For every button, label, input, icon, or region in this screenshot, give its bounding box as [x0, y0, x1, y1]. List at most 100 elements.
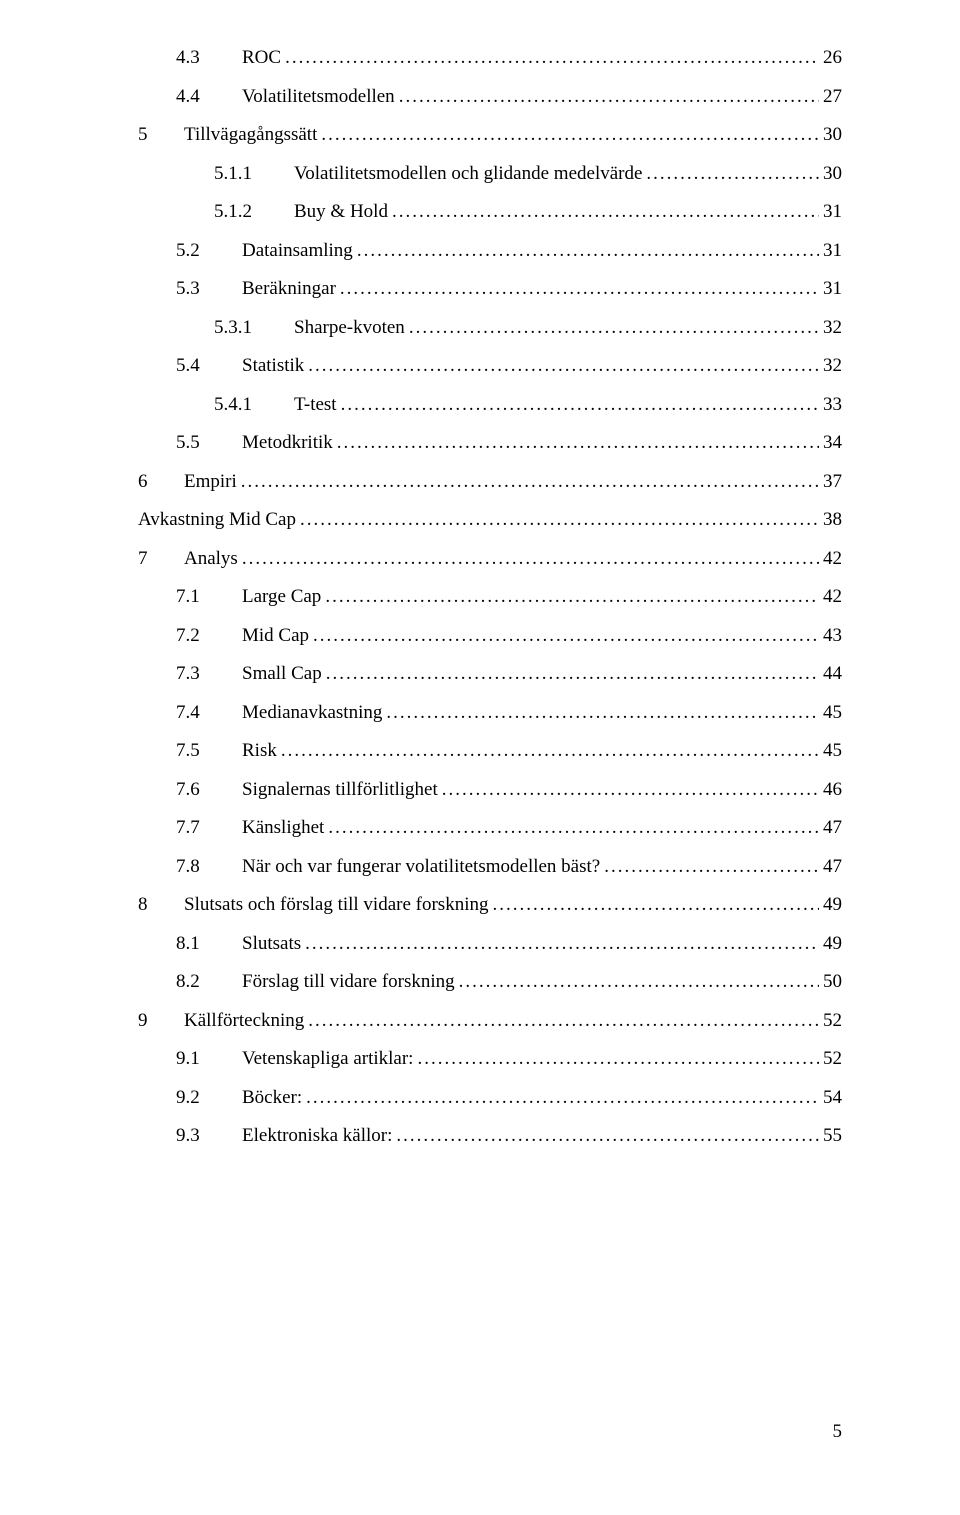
toc-leader-dots: [642, 164, 819, 183]
toc-entry-number: 7.2: [176, 626, 242, 645]
toc-row: 7.7Känslighet47: [138, 818, 842, 837]
toc-entry-number: 6: [138, 472, 184, 491]
toc-entry-title: Large Cap: [242, 587, 321, 606]
toc-row: 7Analys42: [138, 549, 842, 568]
toc-row: 9.2Böcker:54: [138, 1088, 842, 1107]
toc-entry-title: Sharpe-kvoten: [294, 318, 405, 337]
toc-entry-number: 4.4: [176, 87, 242, 106]
toc-row: 7.8När och var fungerar volatilitetsmode…: [138, 857, 842, 876]
toc-entry-title: Avkastning Mid Cap: [138, 510, 296, 529]
toc-entry-page: 54: [819, 1088, 842, 1107]
toc-leader-dots: [392, 1126, 819, 1145]
toc-entry-page: 26: [819, 48, 842, 67]
toc-entry-number: 5.4: [176, 356, 242, 375]
toc-entry-page: 50: [819, 972, 842, 991]
toc-row: 6Empiri 37: [138, 472, 842, 491]
toc-entry-title: Empiri: [184, 472, 237, 491]
toc-leader-dots: [438, 780, 819, 799]
toc-entry-title: Mid Cap: [242, 626, 309, 645]
toc-entry-title: Risk: [242, 741, 277, 760]
toc-leader-dots: [413, 1049, 819, 1068]
toc-entry-number: 7.8: [176, 857, 242, 876]
toc-leader-dots: [304, 1011, 819, 1030]
toc-row: 7.3Small Cap 44: [138, 664, 842, 683]
toc-row: 5.4Statistik 32: [138, 356, 842, 375]
toc-entry-page: 37: [819, 472, 842, 491]
toc-row: 5.3Beräkningar31: [138, 279, 842, 298]
toc-entry-title: Signalernas tillförlitlighet: [242, 780, 438, 799]
toc-entry-title: Slutsats: [242, 934, 301, 953]
toc-entry-title: Vetenskapliga artiklar:: [242, 1049, 413, 1068]
toc-leader-dots: [333, 433, 819, 452]
toc-entry-number: 7.3: [176, 664, 242, 683]
toc-entry-title: Statistik: [242, 356, 304, 375]
toc-entry-number: 4.3: [176, 48, 242, 67]
toc-entry-number: 9.3: [176, 1126, 242, 1145]
toc-entry-page: 52: [819, 1049, 842, 1068]
toc-leader-dots: [488, 895, 819, 914]
toc-entry-title: Metodkritik: [242, 433, 333, 452]
toc-entry-title: Medianavkastning: [242, 703, 382, 722]
toc-entry-page: 38: [819, 510, 842, 529]
toc-entry-title: Small Cap: [242, 664, 322, 683]
toc-row: Avkastning Mid Cap 38: [138, 510, 842, 529]
toc-leader-dots: [324, 818, 819, 837]
toc-entry-title: Volatilitetsmodellen och glidande medelv…: [294, 164, 642, 183]
toc-entry-title: Volatilitetsmodellen: [242, 87, 395, 106]
toc-row: 9.1Vetenskapliga artiklar: 52: [138, 1049, 842, 1068]
toc-entry-page: 32: [819, 318, 842, 337]
toc-entry-page: 43: [819, 626, 842, 645]
toc-row: 5.4.1T-test33: [138, 395, 842, 414]
toc-entry-page: 30: [819, 164, 842, 183]
toc-entry-number: 7: [138, 549, 184, 568]
toc-entry-page: 33: [819, 395, 842, 414]
toc-entry-page: 31: [819, 279, 842, 298]
toc-leader-dots: [304, 356, 819, 375]
toc-entry-number: 7.1: [176, 587, 242, 606]
toc-entry-number: 8.2: [176, 972, 242, 991]
toc-row: 7.4Medianavkastning 45: [138, 703, 842, 722]
toc-row: 7.6Signalernas tillförlitlighet46: [138, 780, 842, 799]
toc-entry-number: 9.1: [176, 1049, 242, 1068]
toc-entry-title: ROC: [242, 48, 281, 67]
toc-row: 7.2Mid Cap 43: [138, 626, 842, 645]
toc-entry-number: 7.4: [176, 703, 242, 722]
toc-entry-page: 44: [819, 664, 842, 683]
toc-entry-page: 45: [819, 741, 842, 760]
toc-entry-page: 31: [819, 241, 842, 260]
toc-entry-page: 31: [819, 202, 842, 221]
toc-entry-page: 30: [819, 125, 842, 144]
toc-row: 5.2Datainsamling31: [138, 241, 842, 260]
toc-entry-page: 27: [819, 87, 842, 106]
toc-row: 5.3.1Sharpe-kvoten 32: [138, 318, 842, 337]
toc-entry-number: 5.3.1: [214, 318, 294, 337]
table-of-contents: 4.3ROC264.4Volatilitetsmodellen275Tillvä…: [138, 48, 842, 1145]
toc-entry-page: 34: [819, 433, 842, 452]
toc-entry-number: 9.2: [176, 1088, 242, 1107]
toc-leader-dots: [317, 125, 819, 144]
toc-leader-dots: [382, 703, 819, 722]
toc-leader-dots: [238, 549, 819, 568]
toc-entry-page: 45: [819, 703, 842, 722]
toc-entry-page: 42: [819, 587, 842, 606]
toc-entry-title: Känslighet: [242, 818, 324, 837]
toc-row: 4.3ROC 26: [138, 48, 842, 67]
toc-row: 8Slutsats och förslag till vidare forskn…: [138, 895, 842, 914]
toc-leader-dots: [321, 587, 819, 606]
toc-leader-dots: [322, 664, 819, 683]
toc-entry-number: 5.1.2: [214, 202, 294, 221]
toc-leader-dots: [277, 741, 819, 760]
toc-entry-page: 49: [819, 934, 842, 953]
toc-entry-number: 5.1.1: [214, 164, 294, 183]
toc-leader-dots: [296, 510, 819, 529]
toc-entry-number: 5: [138, 125, 184, 144]
toc-entry-number: 7.5: [176, 741, 242, 760]
toc-entry-title: Elektroniska källor:: [242, 1126, 392, 1145]
toc-entry-title: Buy & Hold: [294, 202, 388, 221]
toc-row: 8.1Slutsats 49: [138, 934, 842, 953]
toc-entry-number: 8.1: [176, 934, 242, 953]
toc-row: 5.5Metodkritik34: [138, 433, 842, 452]
toc-leader-dots: [237, 472, 819, 491]
toc-entry-page: 32: [819, 356, 842, 375]
toc-entry-page: 47: [819, 857, 842, 876]
